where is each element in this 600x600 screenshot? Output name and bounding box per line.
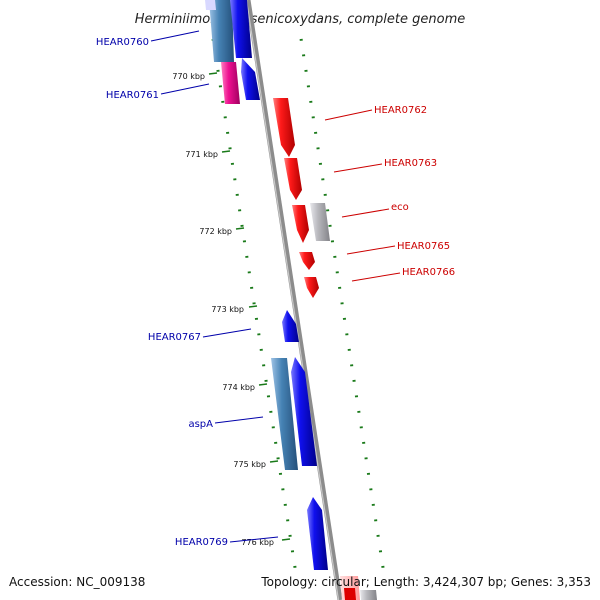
- kbp-label: 775 kbp: [233, 460, 266, 469]
- gene-label-hear0765[interactable]: HEAR0765: [397, 241, 450, 252]
- gene-label-hear0766[interactable]: HEAR0766: [402, 267, 455, 278]
- leader-line: [160, 83, 210, 95]
- leader-line: [324, 109, 373, 121]
- leader-line: [229, 536, 279, 543]
- forward-strand-genes: [273, 98, 377, 600]
- kbp-tick: [235, 227, 245, 230]
- kbp-label: 776 kbp: [241, 538, 274, 547]
- gene-hear0763[interactable]: [284, 158, 302, 200]
- gene-hear0760[interactable]: [209, 0, 234, 62]
- gene-hear0767[interactable]: [282, 310, 299, 342]
- kbp-tick-labels: 770 kbp 771 kbp 772 kbp 773 kbp 774 kbp …: [172, 72, 291, 547]
- gene-bottom-red[interactable]: [344, 588, 356, 600]
- gene-bottom-gray[interactable]: [360, 590, 377, 600]
- gene-hear0765[interactable]: [299, 252, 315, 270]
- gene-hear0762[interactable]: [273, 98, 295, 157]
- gene-label-eco[interactable]: eco: [391, 202, 409, 213]
- kbp-label: 770 kbp: [172, 72, 205, 81]
- reverse-gene-labels: HEAR0760 HEAR0761 HEAR0767 aspA HEAR0769: [96, 30, 279, 548]
- reverse-strand-genes: [205, 0, 328, 570]
- kbp-tick: [221, 150, 231, 153]
- genome-info-text: Topology: circular; Length: 3,424,307 bp…: [260, 575, 591, 589]
- gene-eco-partner[interactable]: [292, 205, 309, 243]
- leader-line: [202, 328, 252, 338]
- kbp-tick: [269, 460, 279, 463]
- gene-hear0769[interactable]: [307, 497, 328, 570]
- map-title: Herminiimonas arsenicoxydans, complete g…: [135, 12, 465, 27]
- gene-hear0761-partner[interactable]: [241, 58, 260, 100]
- gene-hear0760-partner[interactable]: [230, 0, 252, 58]
- leader-line: [341, 208, 390, 218]
- gene-label-hear0761[interactable]: HEAR0761: [106, 90, 159, 101]
- kbp-label: 771 kbp: [185, 150, 218, 159]
- accession-text: Accession: NC_009138: [9, 575, 145, 589]
- gene-aspa-partner[interactable]: [291, 357, 317, 466]
- tick-track-right: [299, 38, 385, 568]
- kbp-tick: [281, 538, 291, 541]
- kbp-label: 774 kbp: [222, 383, 255, 392]
- kbp-label: 772 kbp: [199, 227, 232, 236]
- leader-line: [346, 245, 396, 255]
- gene-hear0761[interactable]: [221, 62, 240, 104]
- leader-line: [214, 416, 264, 424]
- leader-line: [150, 30, 200, 42]
- leader-line: [333, 163, 383, 173]
- gene-eco[interactable]: [310, 203, 330, 241]
- kbp-label: 773 kbp: [211, 305, 244, 314]
- genome-backbone-highlight: [245, 0, 340, 600]
- gene-label-hear0763[interactable]: HEAR0763: [384, 158, 437, 169]
- tick-track-left: [211, 38, 297, 568]
- gene-label-hear0760[interactable]: HEAR0760: [96, 37, 149, 48]
- gene-label-hear0762[interactable]: HEAR0762: [374, 105, 427, 116]
- forward-gene-labels: HEAR0762 HEAR0763 eco HEAR0765 HEAR0766: [324, 105, 455, 282]
- gene-hear0766[interactable]: [304, 277, 319, 298]
- gene-aspa[interactable]: [271, 358, 298, 470]
- kbp-tick: [248, 305, 258, 308]
- gene-hear0760-stub[interactable]: [205, 0, 216, 10]
- gene-label-aspa[interactable]: aspA: [188, 419, 213, 430]
- kbp-tick: [258, 383, 268, 386]
- kbp-tick: [208, 72, 218, 75]
- leader-line: [351, 272, 401, 282]
- genome-backbone: [245, 0, 343, 600]
- gene-label-hear0769[interactable]: HEAR0769: [175, 537, 228, 548]
- gene-label-hear0767[interactable]: HEAR0767: [148, 332, 201, 343]
